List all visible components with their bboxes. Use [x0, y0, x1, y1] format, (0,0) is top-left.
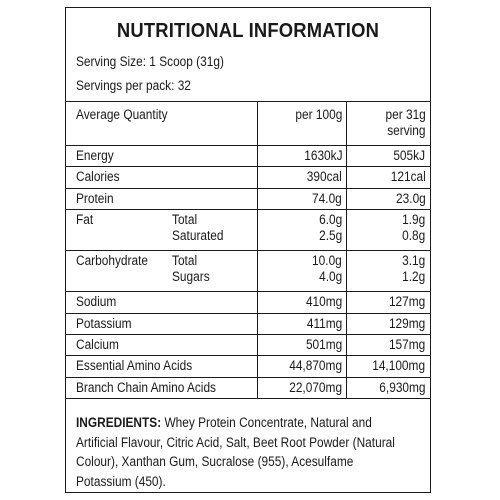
nutrient-subcategory: Total	[172, 212, 198, 228]
table-row: Potassium 411mg 129mg	[64, 312, 431, 335]
value-per-100g: 4.0g	[319, 269, 343, 285]
value-per-100g: 10.0g	[312, 253, 343, 269]
table-row: Sodium 410mg 127mg	[64, 291, 431, 314]
nutrient-name: Essential Amino Acids	[75, 358, 192, 374]
value-per-serving: 3.1g	[402, 253, 426, 269]
panel-title: NUTRITIONAL INFORMATION	[116, 20, 380, 42]
serving-size: Serving Size: 1 Scoop (31g)	[76, 54, 224, 69]
value-per-100g: 2.5g	[319, 228, 343, 244]
nutrient-name: Branch Chain Amino Acids	[75, 379, 216, 395]
servings-per-pack: Servings per pack: 32	[76, 78, 191, 93]
table-row: Essential Amino Acids 44,870mg 14,100mg	[64, 355, 431, 378]
header-per-serving-line2: serving	[387, 123, 426, 138]
nutrient-name: Fat	[75, 212, 93, 228]
value-per-100g: 44,870mg	[289, 358, 343, 374]
value-per-serving: 505kJ	[393, 148, 426, 163]
value-per-100g: 501mg	[305, 336, 343, 352]
nutrient-name: Energy	[75, 148, 114, 163]
nutrient-subcategory: Saturated	[172, 228, 224, 244]
value-per-100g: 1630kJ	[303, 148, 343, 163]
value-per-serving: 0.8g	[402, 228, 426, 244]
header-per-100g: per 100g	[295, 107, 343, 122]
table-row: Carbohydrate Total Sugars 10.0g 4.0g 3.1g 1.2g	[64, 250, 431, 293]
nutrient-name: Sodium	[75, 294, 116, 310]
header-per-serving-line1: per 31g	[385, 107, 426, 122]
nutrient-name: Potassium	[75, 315, 131, 331]
header-average-quantity: Average Quantity	[75, 107, 168, 122]
value-per-100g: 411mg	[306, 315, 343, 331]
value-per-serving: 127mg	[389, 294, 426, 310]
ingredients-label: INGREDIENTS:	[76, 415, 162, 430]
table-row: Protein 74.0g 23.0g	[64, 187, 431, 211]
nutrient-subcategory: Sugars	[172, 269, 210, 285]
nutrient-name: Calories	[75, 169, 120, 185]
nutrition-panel: NUTRITIONAL INFORMATION Serving Size: 1 …	[64, 7, 431, 493]
value-per-serving: 157mg	[389, 336, 426, 352]
nutrition-table: Average Quantity per 100g per 31g servin…	[64, 101, 431, 400]
value-per-serving: 1.2g	[402, 269, 426, 285]
value-per-serving: 6,930mg	[379, 379, 426, 395]
table-header-row: Average Quantity per 100g per 31g servin…	[64, 101, 431, 146]
value-per-100g: 6.0g	[319, 212, 343, 228]
ingredients-text: Whey Protein Concentrate, Natural and Ar…	[76, 415, 395, 489]
value-per-100g: 410mg	[305, 294, 343, 310]
value-per-serving: 14,100mg	[372, 358, 426, 374]
value-per-100g: 390cal	[307, 169, 343, 185]
nutrient-subcategory: Total	[172, 253, 198, 269]
nutrient-name: Calcium	[75, 336, 119, 352]
table-row: Branch Chain Amino Acids 22,070mg 6,930mg	[64, 376, 431, 400]
table-row: Calories 390cal 121cal	[64, 166, 431, 189]
nutrient-name: Carbohydrate	[75, 253, 148, 269]
value-per-serving: 121cal	[390, 169, 426, 185]
table-row: Energy 1630kJ 505kJ	[64, 144, 431, 168]
ingredients-block: INGREDIENTS: Whey Protein Concentrate, N…	[76, 413, 410, 491]
value-per-100g: 74.0g	[312, 190, 343, 206]
nutrient-name: Protein	[75, 190, 114, 206]
table-row: Calcium 501mg 157mg	[64, 333, 431, 357]
value-per-serving: 129mg	[389, 315, 426, 331]
value-per-serving: 23.0g	[395, 190, 426, 206]
table-row: Fat Total Saturated 6.0g 2.5g 1.9g 0.8g	[64, 209, 431, 252]
value-per-serving: 1.9g	[402, 212, 426, 228]
value-per-100g: 22,070mg	[289, 379, 343, 395]
